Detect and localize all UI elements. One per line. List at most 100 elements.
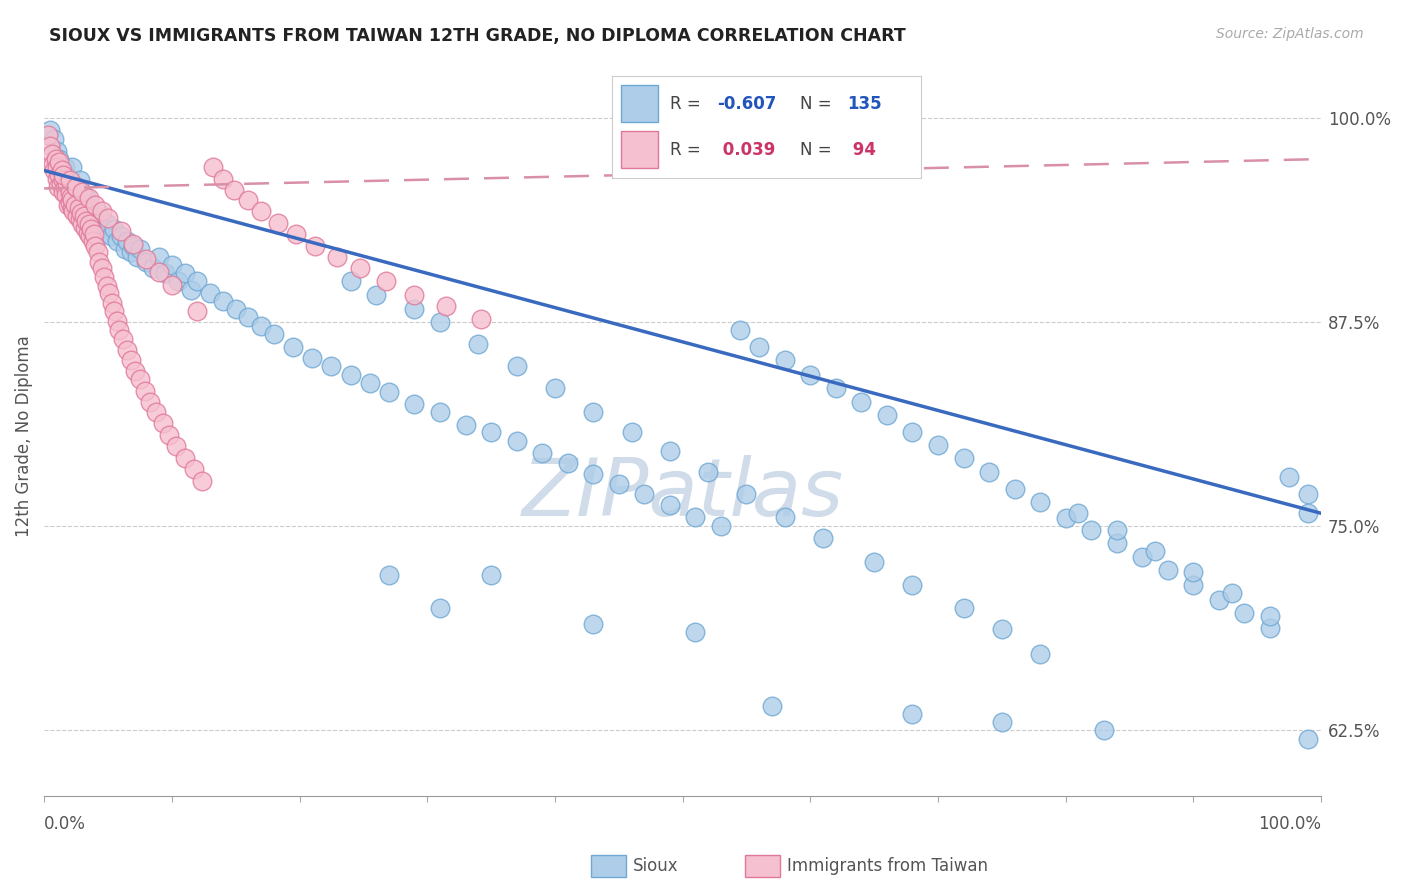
Point — [72, 193, 94, 207]
Point — [60, 160, 83, 174]
Point — [799, 368, 821, 382]
Point — [67, 185, 90, 199]
Point — [83, 227, 105, 241]
Point — [90, 261, 112, 276]
Point — [1258, 609, 1281, 624]
Point — [811, 531, 834, 545]
Point — [505, 434, 527, 449]
Point — [115, 343, 138, 357]
Point — [952, 601, 974, 615]
Point — [105, 313, 128, 327]
Point — [1130, 550, 1153, 565]
Point — [139, 395, 162, 409]
Point — [87, 245, 110, 260]
Point — [404, 302, 426, 317]
Point — [101, 295, 124, 310]
Point — [429, 601, 451, 615]
Point — [238, 310, 260, 325]
Point — [58, 198, 80, 212]
Point — [52, 173, 75, 187]
Point — [977, 466, 1000, 480]
Point — [52, 169, 75, 183]
Point — [728, 323, 751, 337]
Point — [77, 191, 100, 205]
Point — [122, 238, 145, 252]
Point — [45, 160, 67, 174]
Point — [72, 201, 94, 215]
Point — [224, 183, 246, 197]
Point — [60, 201, 83, 215]
Point — [59, 185, 82, 199]
Point — [735, 486, 758, 500]
Point — [128, 242, 150, 256]
Point — [39, 122, 62, 136]
Point — [339, 275, 361, 289]
Point — [112, 332, 135, 346]
Point — [1004, 482, 1026, 496]
Point — [44, 163, 66, 178]
Point — [685, 625, 707, 640]
Point — [467, 336, 489, 351]
Point — [1298, 486, 1320, 500]
Point — [1298, 731, 1320, 746]
Point — [582, 467, 605, 481]
Point — [142, 261, 165, 276]
Point — [75, 189, 97, 203]
Point — [69, 173, 91, 187]
Text: Sioux: Sioux — [633, 857, 678, 875]
Point — [103, 304, 125, 318]
Point — [479, 425, 502, 439]
Point — [55, 188, 77, 202]
Point — [135, 255, 157, 269]
Point — [45, 144, 67, 158]
Point — [45, 157, 67, 171]
Point — [56, 179, 79, 194]
Point — [1182, 565, 1205, 579]
Point — [44, 132, 66, 146]
Point — [238, 193, 260, 207]
Point — [378, 385, 401, 400]
Point — [454, 418, 477, 433]
Point — [97, 218, 120, 232]
Point — [93, 226, 115, 240]
Point — [160, 258, 183, 272]
Point — [84, 238, 107, 252]
Point — [148, 265, 170, 279]
Point — [41, 147, 63, 161]
Point — [120, 245, 142, 260]
Point — [73, 220, 96, 235]
Point — [429, 315, 451, 329]
Point — [901, 707, 924, 722]
Point — [37, 128, 59, 142]
Point — [375, 275, 398, 289]
Point — [73, 209, 96, 223]
Point — [90, 204, 112, 219]
Point — [470, 312, 492, 326]
Point — [544, 381, 567, 395]
Text: SIOUX VS IMMIGRANTS FROM TAIWAN 12TH GRADE, NO DIPLOMA CORRELATION CHART: SIOUX VS IMMIGRANTS FROM TAIWAN 12TH GRA… — [49, 27, 905, 45]
Bar — [621, 131, 658, 168]
Point — [48, 155, 70, 169]
Text: N =: N = — [800, 95, 837, 112]
Point — [557, 456, 579, 470]
Text: R =: R = — [671, 95, 706, 112]
Point — [124, 364, 146, 378]
Point — [73, 196, 96, 211]
Bar — [621, 85, 658, 122]
Point — [98, 285, 121, 300]
Point — [301, 351, 323, 366]
Point — [52, 177, 75, 191]
Point — [59, 173, 82, 187]
Point — [434, 299, 457, 313]
Text: 0.039: 0.039 — [717, 141, 775, 159]
Point — [685, 509, 707, 524]
Point — [82, 212, 104, 227]
Point — [1220, 586, 1243, 600]
Point — [180, 283, 202, 297]
Y-axis label: 12th Grade, No Diploma: 12th Grade, No Diploma — [15, 335, 32, 537]
Point — [1105, 523, 1128, 537]
Point — [201, 160, 224, 174]
Point — [429, 405, 451, 419]
Point — [1298, 506, 1320, 520]
Point — [1080, 523, 1102, 537]
